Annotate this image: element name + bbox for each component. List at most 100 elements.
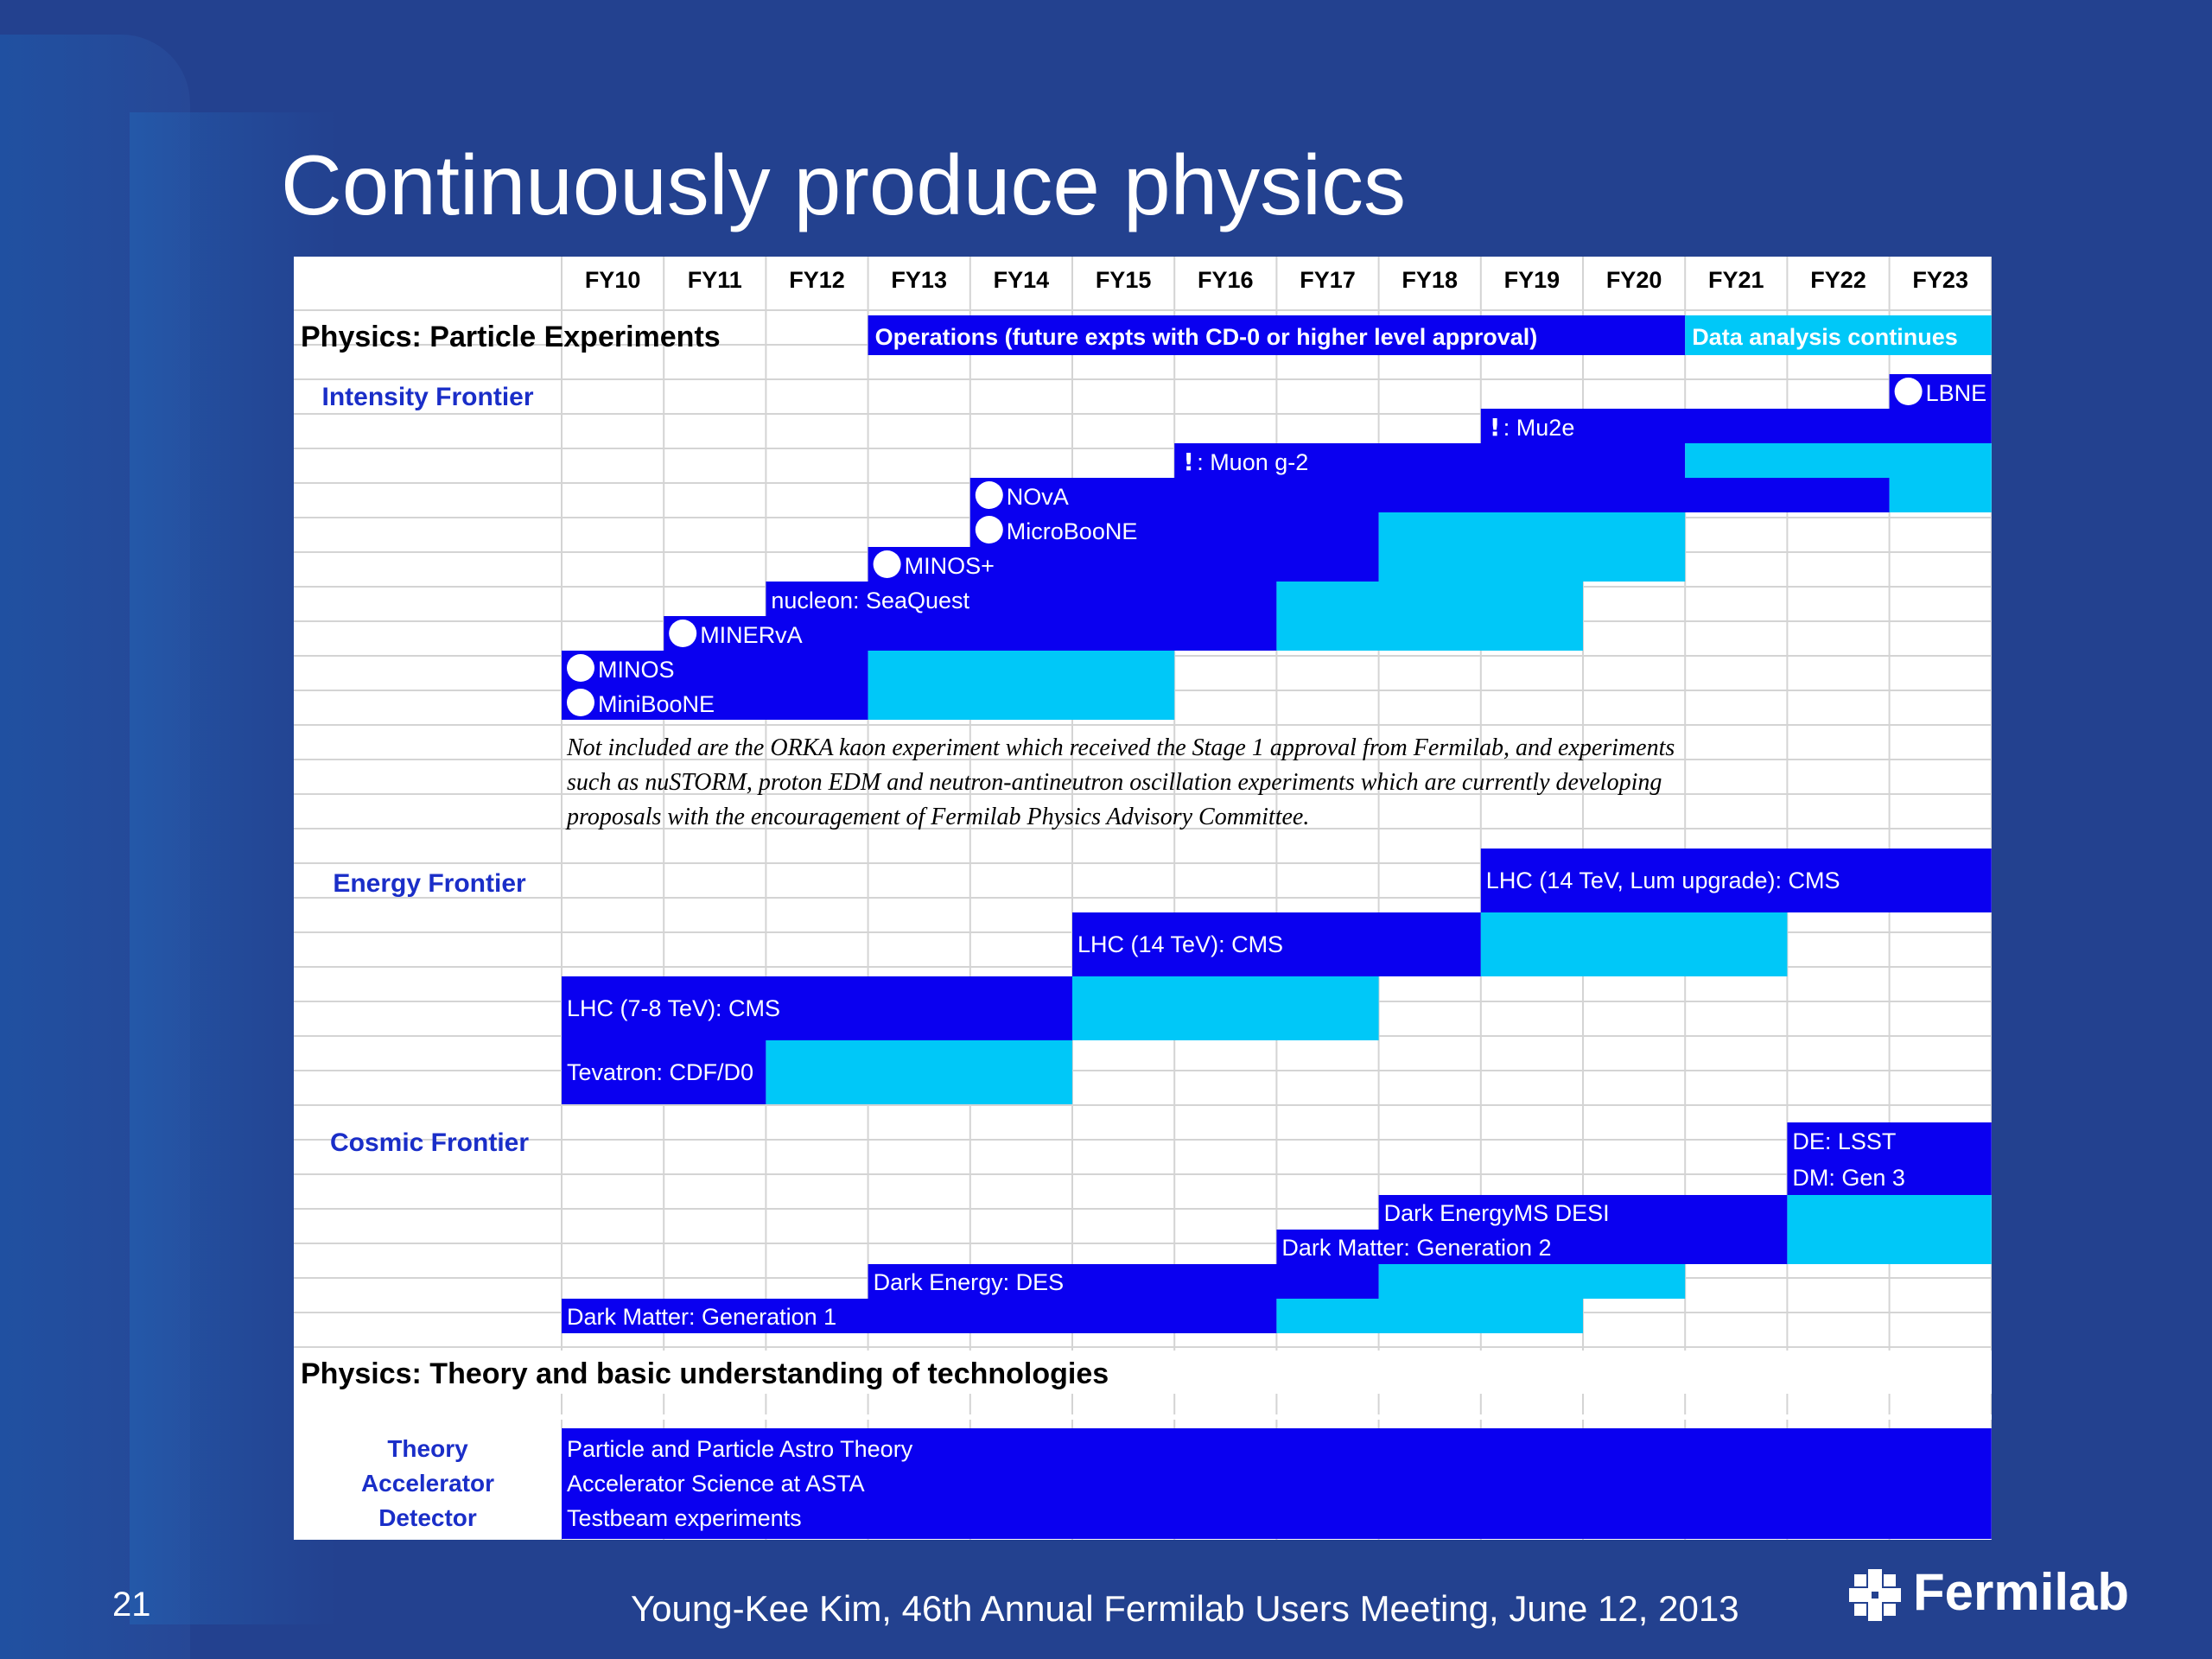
- slide-title: Continuously produce physics: [281, 137, 1406, 232]
- intensity-experiment-label: MINERvA: [700, 622, 803, 648]
- year-header-fy11: FY11: [688, 267, 742, 293]
- section-theory: Physics: Theory and basic understanding …: [301, 1357, 1109, 1390]
- fermilab-logo-icon: [1849, 1569, 1901, 1621]
- cosmic-experiment-label: Dark EnergyMS DESI: [1384, 1200, 1610, 1226]
- year-header-fy20: FY20: [1606, 267, 1662, 293]
- year-header-fy21: FY21: [1708, 267, 1764, 293]
- theory-row-label: Particle and Particle Astro Theory: [567, 1436, 913, 1462]
- intensity-experiment-label: MiniBooNE: [598, 691, 715, 717]
- energy-analysis-bar: [766, 1040, 1072, 1104]
- year-header-fy23: FY23: [1912, 267, 1968, 293]
- cosmic-ops-bar: [868, 1264, 1379, 1299]
- intensity-analysis-bar: [868, 685, 1175, 720]
- cosmic-analysis-bar: [1378, 1264, 1686, 1299]
- year-header-fy19: FY19: [1504, 267, 1560, 293]
- intensity-analysis-bar: [868, 651, 1175, 685]
- note-line: proposals with the encouragement of Ferm…: [565, 804, 1309, 830]
- cosmic-experiment-label: Dark Energy: DES: [874, 1269, 1065, 1295]
- theory-section-header-bg: [294, 1351, 1992, 1394]
- legend-operations-label: Operations (future expts with CD-0 or hi…: [875, 324, 1538, 350]
- energy-ops-bar: [1480, 849, 1992, 912]
- intensity-experiment-label: MicroBooNE: [1007, 518, 1138, 544]
- program-timeline-table: FY10 FY11 FY12 FY13 FY14 FY15 FY16 FY17 FY18 FY19…: [294, 257, 1992, 1540]
- intensity-analysis-bar: [1276, 582, 1583, 616]
- theory-row-label: Testbeam experiments: [567, 1505, 802, 1531]
- legend-analysis-bar: [1685, 315, 1992, 355]
- intensity-ops-bar: [1480, 409, 1992, 443]
- page-number: 21: [112, 1586, 151, 1624]
- circle-icon: [567, 654, 594, 682]
- cosmic-ops-bar: [1276, 1230, 1788, 1264]
- theory-row-label: Accelerator Science at ASTA: [567, 1471, 865, 1497]
- intensity-analysis-bar: [1276, 616, 1583, 651]
- frontier-energy-label: Energy Frontier: [333, 869, 526, 898]
- timeline-grid: FY10 FY11 FY12 FY13 FY14 FY15 FY16 FY17 FY18 FY19…: [294, 257, 1992, 1540]
- exclamation-icon: !: [1490, 413, 1501, 442]
- legend-operations-bar: [868, 315, 1686, 355]
- cosmic-ops-bar: [1787, 1159, 1992, 1195]
- intensity-ops-bar: [664, 616, 1277, 651]
- theory-category-label: Theory: [387, 1435, 468, 1462]
- theory-category-label: Accelerator: [361, 1470, 494, 1497]
- year-header-fy18: FY18: [1402, 267, 1458, 293]
- year-header-fy10: FY10: [585, 267, 641, 293]
- theory-spacer: [294, 1414, 1992, 1420]
- cosmic-experiment-label: DM: Gen 3: [1792, 1165, 1905, 1191]
- energy-experiment-label: LHC (7-8 TeV): CMS: [567, 995, 780, 1021]
- theory-label-bg: [294, 1428, 562, 1539]
- energy-experiment-label: Tevatron: CDF/D0: [567, 1059, 753, 1085]
- circle-icon: [975, 516, 1003, 543]
- cosmic-analysis-bar: [1787, 1230, 1992, 1264]
- cosmic-experiment-label: Dark Matter: Generation 2: [1281, 1235, 1551, 1261]
- circle-icon: [567, 689, 594, 716]
- energy-analysis-bar: [1480, 912, 1788, 976]
- intensity-ops-bar: [969, 478, 1890, 512]
- intensity-experiment-label: nucleon: SeaQuest: [771, 588, 969, 613]
- circle-icon: [669, 620, 697, 647]
- intensity-ops-bar: [766, 582, 1277, 616]
- intensity-ops-bar: [969, 512, 1379, 547]
- intensity-experiment-label: : Muon g-2: [1197, 449, 1308, 475]
- circle-icon: [975, 481, 1003, 509]
- year-header-fy17: FY17: [1300, 267, 1356, 293]
- intensity-experiment-label: MINOS: [598, 657, 675, 683]
- year-header-fy15: FY15: [1096, 267, 1152, 293]
- intensity-ops-bar: [562, 651, 868, 685]
- cosmic-ops-bar: [1787, 1122, 1992, 1159]
- energy-ops-bar: [562, 976, 1072, 1040]
- note-line: Not included are the ORKA kaon experimen…: [566, 734, 1675, 761]
- intensity-ops-bar: [562, 685, 868, 720]
- energy-ops-bar: [562, 1040, 766, 1104]
- cosmic-analysis-bar: [1276, 1299, 1583, 1333]
- circle-icon: [1894, 378, 1923, 405]
- circle-icon: [873, 550, 901, 578]
- year-header-fy22: FY22: [1810, 267, 1866, 293]
- intensity-experiment-label: LBNE: [1926, 380, 1987, 406]
- cosmic-experiment-label: Dark Matter: Generation 1: [567, 1304, 836, 1330]
- frontier-intensity-label: Intensity Frontier: [321, 383, 533, 411]
- exclamation-icon: !: [1183, 448, 1194, 476]
- cosmic-experiment-label: DE: LSST: [1792, 1128, 1896, 1154]
- note-line: such as nuSTORM, proton EDM and neutron-…: [567, 769, 1662, 796]
- legend-analysis-label: Data analysis continues: [1692, 324, 1958, 350]
- year-header-fy16: FY16: [1198, 267, 1254, 293]
- year-header-fy12: FY12: [789, 267, 845, 293]
- intensity-analysis-bar: [1378, 547, 1686, 582]
- fermilab-logo: Fermilab: [1847, 1562, 2133, 1626]
- intensity-analysis-bar: [1378, 512, 1686, 547]
- section-particle-experiments: Physics: Particle Experiments: [301, 321, 721, 353]
- energy-experiment-label: LHC (14 TeV): CMS: [1077, 931, 1283, 957]
- fermilab-logo-text: Fermilab: [1913, 1563, 2130, 1621]
- frontier-cosmic-label: Cosmic Frontier: [330, 1128, 529, 1157]
- footer-text: Young-Kee Kim, 46th Annual Fermilab User…: [631, 1588, 1739, 1629]
- theory-category-label: Detector: [378, 1504, 477, 1531]
- theory-ops-bar: [562, 1428, 1992, 1539]
- year-header-fy14: FY14: [994, 267, 1050, 293]
- intensity-ops-bar: [1174, 443, 1686, 478]
- intensity-experiment-label: MINOS+: [905, 553, 995, 579]
- cosmic-ops-bar: [1378, 1195, 1788, 1230]
- year-header-fy13: FY13: [891, 267, 947, 293]
- intensity-analysis-bar: [1889, 478, 1992, 512]
- cosmic-analysis-bar: [1787, 1195, 1992, 1230]
- cosmic-ops-bar: [562, 1299, 1277, 1333]
